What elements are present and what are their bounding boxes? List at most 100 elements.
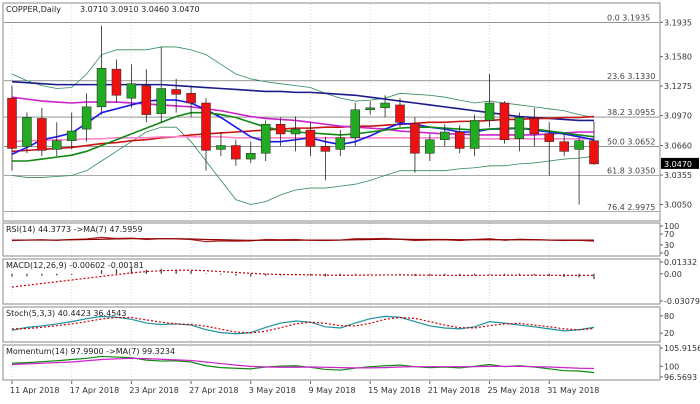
date-label-1: 17 Apr 2018 [70, 386, 119, 395]
ma-line-5 [12, 111, 595, 162]
date-label-4: 3 May 2018 [249, 386, 296, 395]
candle-body-20 [305, 129, 316, 147]
candle-body-39 [589, 140, 599, 165]
panel-label-stoch: Stoch(5,3,3) 40.4423 36.4543 [6, 309, 126, 318]
panel-tick-label-momentum-2: 96.5693 [664, 373, 697, 382]
main-panel-frame [2, 2, 661, 222]
panel-tick-label-rsi-2: 30 [664, 241, 674, 250]
candle-body-10 [156, 88, 166, 114]
candle-body-38 [574, 140, 584, 150]
candle-body-32 [484, 102, 495, 121]
candle-body-35 [529, 118, 540, 135]
fib-label-3: 50.0 3.0652 [607, 137, 655, 146]
price-tick-label-3: 3.0970 [664, 112, 692, 121]
panel-tick-label-stoch-0: 80 [664, 312, 674, 321]
panel-line-rsi-1 [12, 238, 594, 241]
candle-body-22 [335, 137, 346, 150]
candle-body-33 [499, 102, 510, 140]
fib-label-0: 0.0 3.1935 [607, 13, 650, 22]
price-axis: 3.1935 3.1580 3.1275 3.0970 3.0660 3.0355 3.00… [660, 18, 692, 210]
indicator-panels: RSI(14) 44.3773 ->MA(7) 47.5959 10070300M… [2, 222, 700, 382]
panel-line-momentum-1 [11, 357, 595, 370]
candle-body-27 [410, 123, 420, 154]
candle-body-28 [425, 139, 435, 154]
candle-body-17 [260, 124, 271, 154]
panel-frame-momentum [2, 344, 661, 381]
candle-body-14 [216, 145, 226, 150]
panel-line-momentum-0 [11, 355, 595, 374]
band-upper [11, 46, 595, 118]
moving-averages [11, 80, 595, 162]
price-tick-label-5: 3.0355 [664, 171, 692, 180]
candle-body-34 [514, 117, 525, 140]
price-tick-label-6: 3.0050 [664, 201, 692, 210]
price-tick-label-0: 3.1935 [664, 18, 692, 27]
date-label-3: 27 Apr 2018 [189, 386, 238, 395]
date-label-7: 21 May 2018 [428, 386, 480, 395]
candle-body-3 [52, 140, 62, 150]
panel-frame-stoch [2, 306, 661, 343]
panel-macd: MACD(12,26,9) -0.00602 -0.00181 0.01332 0.… [2, 258, 700, 306]
panel-tick-label-rsi-3: 0 [664, 249, 669, 258]
current-price-box [661, 157, 699, 169]
candle-body-1 [22, 117, 32, 147]
current-price-label: 3.0470 [664, 160, 692, 169]
ma-line-0 [11, 80, 594, 122]
current-price-tag: 3.0470 [661, 157, 699, 169]
date-label-2: 23 Apr 2018 [129, 386, 178, 395]
fib-levels: 0.0 3.1935 23.6 3.1330 38.2 3.0955 50.0 3.0… [4, 13, 659, 213]
candle-body-29 [440, 131, 450, 140]
ohlc-readout: 3.0710 3.0910 3.0460 3.0470 [80, 5, 200, 14]
candle-body-16 [246, 153, 256, 160]
bands [11, 46, 595, 205]
candle-body-26 [395, 104, 405, 123]
candle-body-21 [320, 146, 331, 152]
panel-momentum: Momentum(14) 97.9900 ->MA(7) 99.3234 105.… [2, 344, 700, 382]
candle-body-12 [186, 93, 196, 104]
panel-tick-label-rsi-1: 70 [664, 230, 674, 239]
candle-body-11 [171, 89, 181, 95]
candle-body-6 [96, 67, 107, 108]
date-label-6: 15 May 2018 [368, 386, 420, 395]
panel-frame-macd [2, 258, 661, 305]
fib-label-1: 23.6 3.1330 [607, 72, 655, 81]
fib-label-4: 61.8 3.0350 [607, 167, 655, 176]
panel-label-rsi: RSI(14) 44.3773 ->MA(7) 47.5959 [6, 225, 143, 234]
candle-body-25 [380, 102, 390, 109]
candle-body-23 [350, 109, 360, 139]
panel-tick-label-rsi-0: 100 [664, 222, 679, 231]
date-axis: 11 Apr 2018 17 Apr 2018 23 Apr 2018 27 Apr … [10, 381, 599, 395]
ma-line-3 [11, 136, 594, 143]
candle-body-4 [66, 130, 77, 141]
fib-label-2: 38.2 3.0955 [607, 108, 655, 117]
price-tick-label-1: 3.1580 [664, 53, 692, 62]
candle-body-30 [454, 131, 465, 149]
candle-body-19 [290, 128, 301, 135]
date-label-0: 11 Apr 2018 [10, 386, 59, 395]
panel-line-macd-0 [11, 269, 594, 288]
panel-stoch: Stoch(5,3,3) 40.4423 36.4543 80 20 [2, 306, 674, 343]
panel-label-macd: MACD(12,26,9) -0.00602 -0.00181 [6, 261, 144, 270]
panel-tick-label-momentum-0: 105.9156 [664, 344, 700, 353]
candle-body-9 [141, 85, 152, 115]
panel-tick-label-macd-2: -0.03079 [664, 297, 700, 306]
date-label-9: 31 May 2018 [547, 386, 599, 395]
date-label-8: 25 May 2018 [488, 386, 540, 395]
candles [7, 25, 599, 205]
candle-body-36 [544, 133, 554, 142]
candle-body-15 [231, 145, 241, 160]
candle-body-0 [7, 97, 17, 149]
panel-line-stoch-0 [11, 315, 595, 335]
candle-body-8 [126, 83, 137, 99]
candle-body-31 [469, 120, 480, 149]
fib-label-5: 76.4 2.9975 [607, 203, 655, 212]
ma-line-2 [11, 96, 594, 136]
candle-body-5 [81, 106, 92, 130]
panel-tick-label-momentum-1: 100 [664, 362, 679, 371]
candle-body-37 [559, 141, 569, 152]
candle-body-13 [201, 102, 211, 151]
panel-line-stoch-1 [11, 316, 595, 334]
